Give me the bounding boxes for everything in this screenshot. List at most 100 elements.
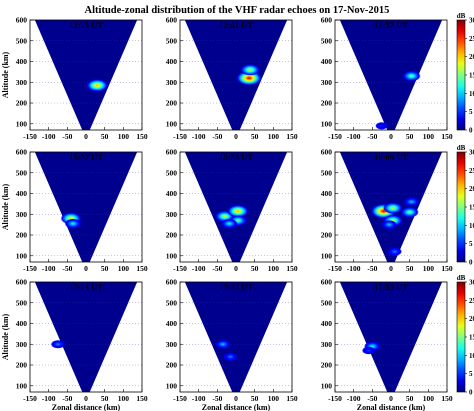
y-tick-label: 200: [166, 231, 178, 240]
echo-group: [215, 339, 238, 361]
y-tick-label: 100: [16, 381, 28, 390]
x-tick-label: -50: [62, 394, 72, 403]
y-tick-label: 300: [321, 340, 333, 349]
y-axis-label: Altitude (km): [1, 51, 10, 98]
y-tick-label: 400: [321, 319, 333, 328]
x-tick-label: 0: [234, 394, 238, 403]
x-tick-label: 100: [118, 264, 130, 273]
radar-cone: [34, 282, 138, 392]
x-tick-label: 150: [286, 132, 298, 141]
y-tick-label: 600: [16, 278, 28, 287]
figure-title: Altitude-zonal distribution of the VHF r…: [85, 5, 390, 16]
colorbar-tick-label: 20: [469, 185, 474, 193]
echo-group: [214, 204, 250, 229]
y-tick-label: 600: [166, 278, 178, 287]
x-tick-label: -150: [173, 264, 187, 273]
y-tick-label: 400: [166, 319, 178, 328]
x-tick-label: -100: [347, 394, 361, 403]
y-tick-label: 200: [321, 361, 333, 370]
y-tick-label: 100: [321, 381, 333, 390]
y-tick-label: 500: [16, 36, 28, 45]
colorbar-tick-label: 25: [469, 35, 474, 43]
y-tick-label: 500: [166, 298, 178, 307]
colorbar-tick-label: 0: [469, 259, 473, 267]
echo-group: [361, 341, 381, 355]
x-tick-label: -100: [42, 264, 56, 273]
colorbar-tick-label: 10: [469, 90, 474, 98]
y-tick-label: 600: [166, 148, 178, 157]
x-tick-label: -150: [23, 132, 37, 141]
x-tick-label: -150: [328, 264, 342, 273]
y-tick-label: 400: [16, 319, 28, 328]
colorbar-tick-label: 30: [469, 279, 474, 287]
radar-cone: [184, 282, 288, 392]
x-tick-label: -100: [192, 264, 206, 273]
y-tick-label: 400: [16, 189, 28, 198]
panel-1: 12:25 UT -150 -100 -50 0 50 100 150 100 200 300 400…: [1, 16, 148, 142]
x-tick-label: -100: [347, 264, 361, 273]
echo-group: [50, 339, 66, 349]
x-tick-label: -150: [328, 394, 342, 403]
y-tick-label: 100: [166, 251, 178, 260]
echo-blob: [86, 78, 109, 92]
y-tick-label: 500: [166, 168, 178, 177]
y-tick-label: 200: [16, 361, 28, 370]
panel-2: 12:41 UT -150 -100 -50 0 50 100 150 100 200 300 400…: [166, 16, 298, 142]
y-tick-label: 400: [16, 57, 28, 66]
y-tick-label: 600: [321, 16, 333, 25]
panel-title: 12:41 UT: [219, 20, 253, 30]
x-tick-label: -50: [212, 264, 222, 273]
panel-6: 16:09 UT-150 -100 -50 0 50 100 150100200300400…: [321, 144, 474, 273]
x-axis-label: Zonal distance (km): [202, 403, 271, 411]
echo-group: [370, 197, 420, 256]
x-tick-label: 150: [286, 394, 298, 403]
echo-blob: [226, 204, 250, 218]
y-tick-label: 600: [166, 16, 178, 25]
x-tick-label: 100: [423, 132, 435, 141]
x-tick-label: -150: [173, 132, 187, 141]
y-tick-label: 200: [321, 231, 333, 240]
x-tick-label: 50: [101, 264, 109, 273]
x-tick-label: -50: [212, 132, 222, 141]
colorbar: [456, 19, 466, 131]
x-tick-label: 0: [389, 132, 393, 141]
y-tick-label: 500: [16, 298, 28, 307]
echo-blob: [223, 352, 238, 361]
echo-blob: [387, 247, 402, 256]
x-tick-label: 0: [389, 264, 393, 273]
x-tick-label: 0: [234, 132, 238, 141]
colorbar-tick-label: 25: [469, 167, 474, 175]
x-tick-label: 0: [389, 394, 393, 403]
x-axis-label: Zonal distance (km): [52, 403, 121, 411]
y-tick-label: 500: [321, 168, 333, 177]
x-tick-label: 50: [406, 264, 414, 273]
y-tick-label: 100: [166, 119, 178, 128]
x-tick-label: 150: [136, 132, 148, 141]
y-tick-label: 100: [166, 381, 178, 390]
colorbar-label: dB: [457, 274, 466, 282]
y-tick-label: 300: [16, 210, 28, 219]
y-tick-label: 100: [321, 119, 333, 128]
echo-blob: [240, 63, 261, 76]
colorbar-tick-label: 30: [469, 149, 474, 157]
colorbar-tick-label: 15: [469, 204, 474, 212]
x-tick-label: 150: [441, 264, 453, 273]
radar-cone: [34, 20, 138, 130]
x-tick-label: 100: [268, 394, 280, 403]
y-tick-label: 600: [321, 148, 333, 157]
colorbar-tick-label: 15: [469, 334, 474, 342]
x-tick-label: 50: [251, 394, 259, 403]
colorbar-tick-label: 5: [469, 108, 473, 116]
panel-title: 17:53 UT: [374, 282, 408, 292]
x-tick-label: 150: [441, 132, 453, 141]
x-tick-label: 150: [286, 264, 298, 273]
y-tick-label: 200: [321, 99, 333, 108]
x-tick-label: -100: [42, 132, 56, 141]
x-tick-label: -150: [328, 132, 342, 141]
x-tick-label: -50: [62, 132, 72, 141]
panel-title: 15:53 UT: [219, 152, 253, 162]
y-tick-label: 300: [321, 78, 333, 87]
x-tick-label: -150: [23, 394, 37, 403]
colorbar-tick-label: 25: [469, 297, 474, 305]
